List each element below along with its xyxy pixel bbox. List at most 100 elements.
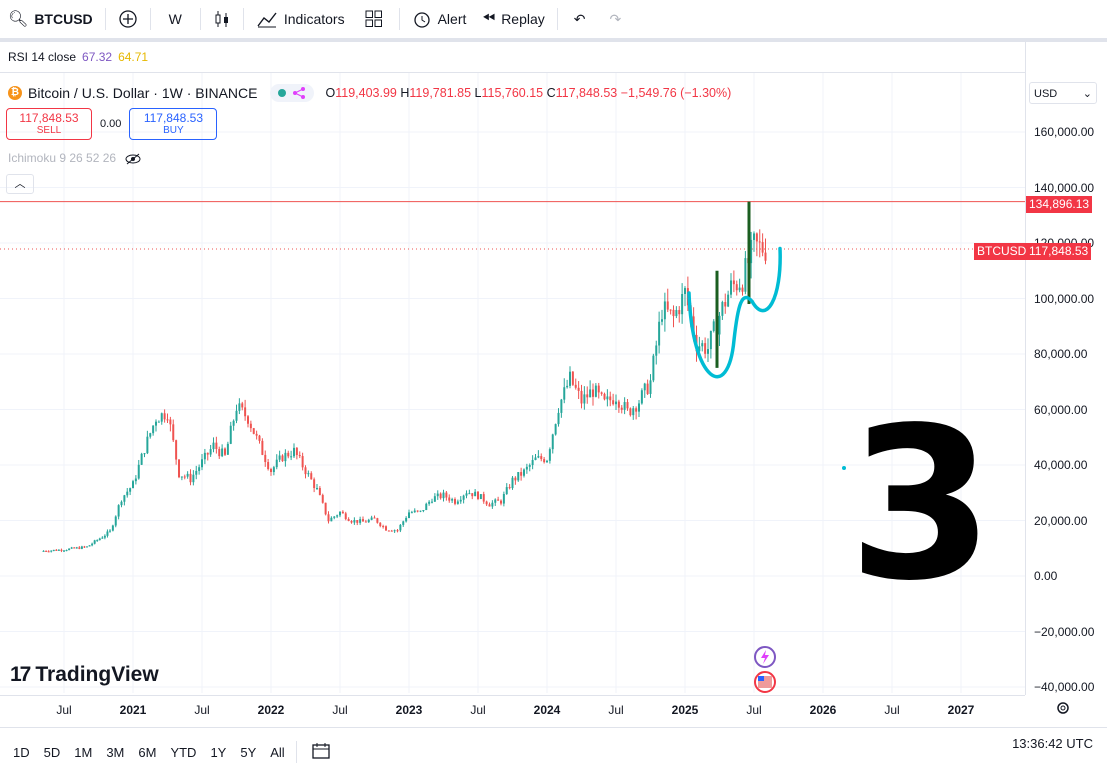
candle-body (724, 302, 727, 307)
calendar-icon (312, 742, 330, 759)
range-5d[interactable]: 5D (43, 744, 61, 760)
candle-body (721, 302, 724, 316)
bottom-toolbar: 1D 5D 1M 3M 6M YTD 1Y 5Y All (0, 727, 1107, 776)
candle-body (402, 521, 405, 525)
ichimoku-legend[interactable]: Ichimoku 9 26 52 26 (8, 151, 141, 165)
candle-body (459, 499, 462, 502)
candle-body (183, 476, 186, 478)
time-tick-label: 2027 (947, 703, 975, 717)
collapse-legend-button[interactable]: ︿ (6, 174, 34, 194)
symbol-price-tag: BTCUSD (974, 243, 1030, 260)
candle-body (370, 517, 373, 520)
replay-button[interactable]: ⏪︎ Replay (474, 0, 552, 38)
candle-body (497, 499, 500, 501)
market-status-pill[interactable] (269, 84, 314, 102)
candle-body (114, 516, 117, 526)
indicators-button[interactable]: Indicators (248, 0, 353, 38)
candle-body (63, 550, 65, 552)
candle-body (50, 550, 53, 552)
logo-text: TradingView (35, 663, 159, 686)
events-icons[interactable] (752, 645, 778, 695)
range-all[interactable]: All (270, 744, 285, 760)
candle-body (106, 531, 109, 536)
candle-body (583, 394, 586, 404)
candle-body (410, 512, 413, 514)
rsi-value-2: 64.71 (118, 50, 149, 64)
candle-body (189, 473, 192, 483)
hidden-eye-icon[interactable] (125, 153, 141, 165)
ohlc-values: O119,403.99 H119,781.85 L115,760.15 C117… (326, 86, 732, 100)
candle-body (658, 321, 661, 346)
price-tick-label: 140,000.00 (1034, 180, 1095, 195)
range-5y[interactable]: 5Y (240, 744, 257, 760)
pane-divider[interactable] (0, 72, 1025, 73)
candle-body (520, 472, 523, 476)
close-value: 117,848.53 (555, 86, 618, 100)
redo-button[interactable]: ↷ (598, 0, 634, 38)
rsi-legend[interactable]: RSI 14 close 67.32 64.71 (8, 50, 148, 64)
tradingview-logo[interactable]: 17 TradingView (10, 663, 159, 687)
candle-body (655, 345, 658, 356)
annotation-dot[interactable] (842, 466, 846, 470)
candle-body (258, 435, 261, 441)
range-3m[interactable]: 3M (106, 744, 125, 760)
layouts-button[interactable] (353, 0, 395, 38)
price-chart[interactable] (0, 73, 1025, 726)
chart-type-button[interactable] (205, 0, 239, 38)
candle-body (376, 518, 379, 523)
range-6m[interactable]: 6M (138, 744, 157, 760)
range-ytd[interactable]: YTD (170, 744, 197, 760)
compare-button[interactable] (110, 0, 146, 38)
range-1m[interactable]: 1M (74, 744, 93, 760)
buy-label: BUY (163, 125, 184, 136)
candle-body (523, 469, 525, 476)
add-icon (119, 10, 137, 28)
candle-body (101, 537, 104, 539)
change-value: −1,549.76 (−1.30%) (620, 86, 732, 100)
candle-body (166, 419, 169, 421)
candle-body (149, 433, 152, 437)
sell-price: 117,848.53 (19, 111, 79, 125)
time-axis[interactable] (0, 695, 1025, 726)
rewind-icon: ⏪︎ (482, 10, 496, 27)
price-tick-label: 160,000.00 (1034, 125, 1095, 139)
symbol-search[interactable]: 🔍︎ BTCUSD (0, 0, 101, 38)
currency-select[interactable]: USD ⌄ (1029, 82, 1097, 104)
interval-button[interactable]: W (168, 11, 182, 27)
candle-body (620, 407, 623, 410)
candle-body (221, 448, 224, 457)
candle-body (540, 456, 543, 460)
candle-body (129, 488, 132, 492)
candle-body (278, 455, 281, 460)
candle-body (132, 481, 134, 489)
divider (556, 8, 558, 30)
candle-body (353, 520, 356, 523)
candle-body (60, 549, 63, 551)
high-key: H (400, 86, 410, 100)
legend-title[interactable]: Bitcoin / U.S. Dollar · 1W · BINANCE (28, 85, 258, 101)
settings-button[interactable] (1055, 700, 1071, 721)
annotation-text[interactable]: 3 (848, 382, 995, 627)
alert-button[interactable]: Alert (404, 0, 475, 38)
price-tick-label: 40,000.00 (1034, 458, 1088, 472)
goto-date-button[interactable] (301, 742, 341, 763)
candle-body (546, 460, 548, 463)
clock[interactable]: 13:36:42 UTC (1012, 736, 1093, 751)
candle-body (261, 440, 264, 455)
candle-body (505, 487, 508, 495)
candle-body (215, 442, 218, 449)
candle-body (563, 387, 566, 400)
candle-body (316, 488, 318, 490)
price-axis[interactable] (1025, 42, 1107, 695)
undo-button[interactable]: ↶ (562, 0, 598, 38)
candle-body (385, 526, 387, 531)
candle-body (103, 535, 106, 538)
alarm-clock-icon (413, 12, 430, 28)
buy-button[interactable]: 117,848.53 BUY (129, 108, 218, 140)
range-1y[interactable]: 1Y (210, 744, 227, 760)
candle-body (180, 476, 183, 478)
sell-button[interactable]: 117,848.53 SELL (6, 108, 92, 140)
candle-body (255, 433, 258, 436)
range-1d[interactable]: 1D (13, 744, 30, 760)
candle-body (764, 252, 767, 261)
